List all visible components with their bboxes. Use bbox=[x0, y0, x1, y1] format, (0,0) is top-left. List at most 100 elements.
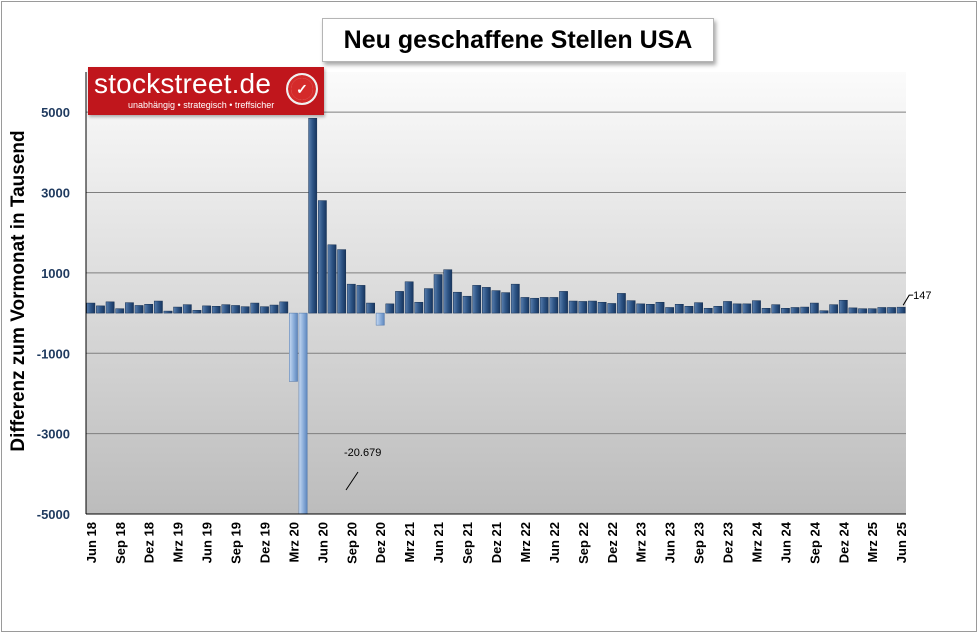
x-tick-label: Mrz 24 bbox=[749, 521, 764, 562]
bar bbox=[867, 308, 877, 314]
bar bbox=[645, 304, 655, 314]
bar bbox=[761, 308, 771, 314]
bar bbox=[848, 307, 858, 314]
bar bbox=[385, 303, 395, 314]
bar bbox=[346, 283, 356, 314]
bar bbox=[105, 301, 115, 314]
x-tick-label: Jun 21 bbox=[431, 522, 446, 563]
annotation-label: -20.679 bbox=[344, 447, 381, 459]
bar bbox=[279, 301, 289, 314]
bar bbox=[771, 304, 781, 314]
bar bbox=[549, 297, 559, 314]
bar bbox=[742, 303, 752, 314]
bar bbox=[694, 302, 703, 314]
annotations: -20.679 147 bbox=[344, 290, 932, 491]
bar bbox=[752, 300, 761, 314]
x-tick-label: Jun 19 bbox=[200, 522, 215, 563]
y-tick-label: -1000 bbox=[37, 346, 70, 361]
bar bbox=[781, 308, 790, 314]
bar bbox=[163, 310, 173, 314]
bar bbox=[173, 306, 183, 314]
bar bbox=[800, 306, 810, 314]
x-tick-label: Dez 19 bbox=[257, 522, 272, 563]
bar bbox=[404, 281, 414, 314]
bar bbox=[443, 269, 453, 314]
logo: stockstreet.de unabhängig • strategisch … bbox=[88, 67, 324, 115]
y-tick-label: -5000 bbox=[37, 507, 70, 522]
bar bbox=[96, 305, 105, 314]
chart-title-box: Neu geschaffene Stellen USA bbox=[322, 18, 714, 62]
bar bbox=[298, 312, 308, 515]
bar bbox=[221, 304, 231, 314]
x-tick-label: Jun 24 bbox=[778, 521, 793, 563]
x-tick-label: Sep 22 bbox=[576, 522, 591, 564]
x-tick-label: Jun 23 bbox=[663, 522, 678, 563]
bar bbox=[153, 300, 163, 314]
bar bbox=[559, 291, 568, 314]
x-tick-label: Sep 18 bbox=[113, 522, 128, 564]
x-tick-label: Jun 22 bbox=[547, 522, 562, 563]
bar bbox=[578, 301, 588, 314]
bar bbox=[202, 305, 211, 314]
x-tick-label: Sep 24 bbox=[807, 521, 822, 564]
bar bbox=[684, 306, 694, 314]
bar bbox=[462, 295, 472, 314]
x-tick-label: Jun 25 bbox=[894, 522, 909, 563]
bar bbox=[269, 304, 279, 314]
bar bbox=[211, 306, 221, 314]
x-tick-label: Mrz 22 bbox=[518, 522, 533, 562]
annotation-leader bbox=[902, 294, 914, 306]
bar bbox=[86, 302, 96, 314]
bar bbox=[887, 307, 896, 314]
bar bbox=[819, 310, 829, 314]
bar bbox=[356, 285, 366, 314]
bar bbox=[790, 307, 800, 314]
bar bbox=[597, 301, 607, 314]
bar bbox=[530, 297, 539, 314]
logo-tagline: unabhängig • strategisch • treffsicher bbox=[128, 100, 275, 110]
y-tick-label: -3000 bbox=[37, 427, 70, 442]
x-tick-label: Dez 21 bbox=[489, 522, 504, 563]
bar bbox=[732, 303, 742, 314]
bar bbox=[115, 308, 125, 314]
bar bbox=[182, 304, 192, 314]
bar bbox=[539, 297, 549, 314]
x-tick-label: Dez 18 bbox=[142, 522, 157, 563]
bar bbox=[703, 308, 713, 314]
bar bbox=[250, 302, 260, 314]
bar bbox=[414, 301, 424, 314]
bar bbox=[510, 283, 520, 314]
bar bbox=[192, 310, 202, 314]
bar bbox=[472, 285, 482, 314]
bar bbox=[491, 290, 501, 314]
bar bbox=[655, 301, 665, 314]
bar bbox=[858, 308, 867, 314]
x-tick-label: Sep 20 bbox=[344, 522, 359, 564]
bar bbox=[481, 287, 491, 314]
annotation-leader bbox=[345, 471, 359, 491]
bar bbox=[665, 307, 675, 314]
bar bbox=[617, 293, 626, 314]
bar bbox=[327, 244, 337, 314]
bar bbox=[568, 300, 578, 314]
x-tick-label: Mrz 21 bbox=[402, 522, 417, 562]
bar bbox=[134, 305, 144, 314]
checkmark-icon: ✓ bbox=[286, 73, 318, 105]
bar bbox=[501, 292, 511, 314]
x-tick-label: Sep 23 bbox=[692, 522, 707, 564]
x-tick-label: Sep 21 bbox=[460, 522, 475, 564]
bar bbox=[424, 288, 433, 314]
chart-title: Neu geschaffene Stellen USA bbox=[343, 25, 693, 54]
x-tick-label: Mrz 25 bbox=[865, 522, 880, 562]
x-tick-label: Mrz 23 bbox=[634, 522, 649, 562]
x-tick-label: Sep 19 bbox=[229, 522, 244, 564]
bar bbox=[375, 312, 385, 326]
y-axis-label: Differenz zum Vormonat in Tausend bbox=[8, 130, 29, 452]
bar bbox=[453, 291, 462, 314]
bar bbox=[896, 306, 906, 314]
bar bbox=[317, 200, 327, 314]
x-tick-label: Dez 22 bbox=[605, 522, 620, 563]
bar bbox=[366, 302, 375, 314]
x-tick-label: Dez 20 bbox=[373, 522, 388, 563]
bar bbox=[289, 312, 298, 382]
